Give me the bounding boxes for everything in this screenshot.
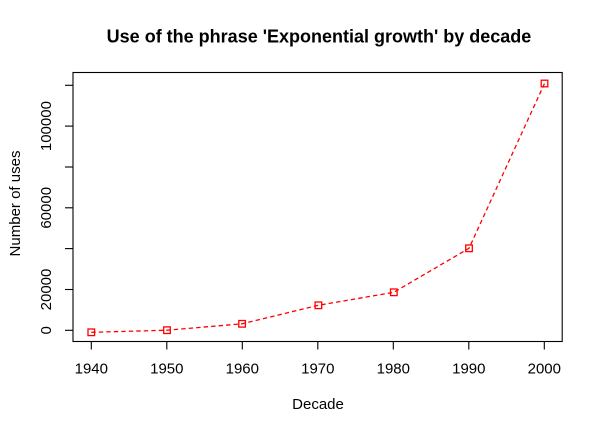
svg-text:Number of uses: Number of uses xyxy=(7,151,24,257)
svg-text:1990: 1990 xyxy=(452,361,485,378)
svg-text:1950: 1950 xyxy=(150,361,183,378)
svg-text:2000: 2000 xyxy=(528,361,561,378)
svg-text:Decade: Decade xyxy=(292,396,344,413)
svg-text:1970: 1970 xyxy=(301,361,334,378)
svg-text:20000: 20000 xyxy=(38,269,55,311)
svg-text:1980: 1980 xyxy=(377,361,410,378)
svg-text:0: 0 xyxy=(38,326,55,334)
svg-text:Use of the phrase 'Exponential: Use of the phrase 'Exponential growth' b… xyxy=(107,27,532,47)
svg-text:1940: 1940 xyxy=(75,361,108,378)
svg-text:100000: 100000 xyxy=(38,101,55,151)
svg-text:60000: 60000 xyxy=(38,187,55,229)
svg-text:1960: 1960 xyxy=(226,361,259,378)
